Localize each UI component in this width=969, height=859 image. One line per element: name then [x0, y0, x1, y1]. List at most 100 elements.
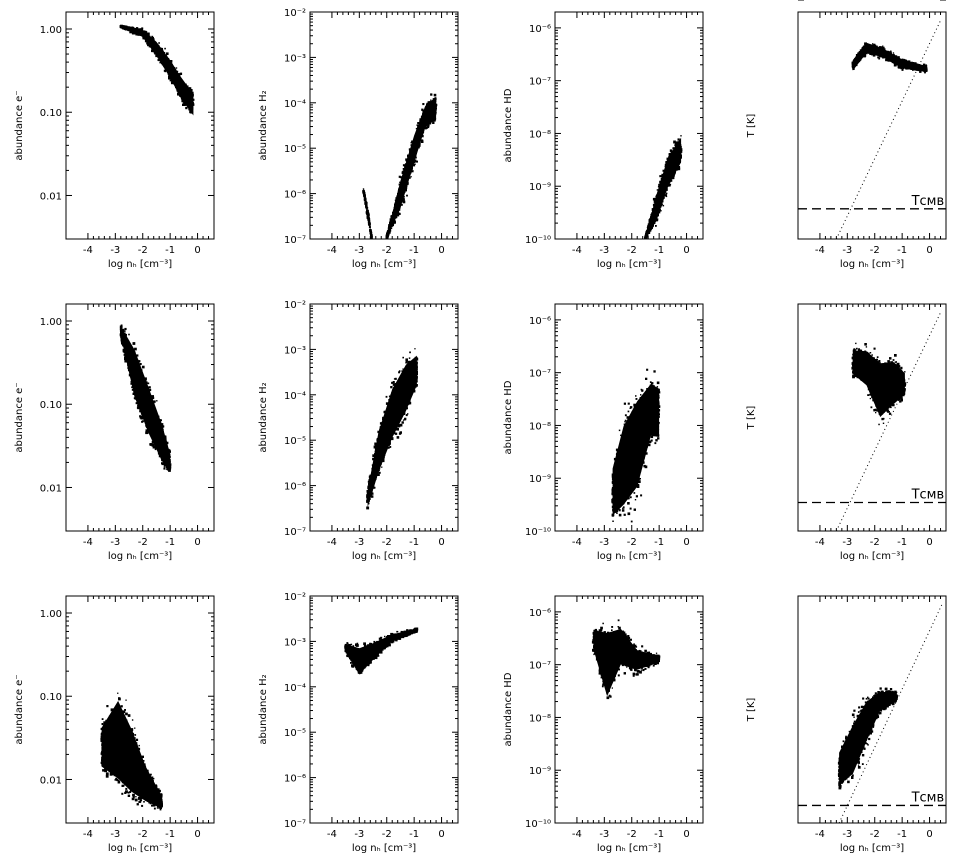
- x-tick-label: -1: [897, 245, 907, 256]
- x-axis-title: log nₕ [cm⁻³]: [597, 259, 661, 270]
- scatter-density-core: [852, 42, 927, 73]
- scatter-point: [163, 467, 166, 470]
- scatter-point: [402, 168, 405, 170]
- x-tick-label: -2: [382, 245, 392, 256]
- scatter-point: [400, 203, 403, 206]
- scatter-point: [122, 349, 126, 353]
- scatter-point: [426, 102, 428, 105]
- y-tick-label: 10⁻⁷: [529, 77, 551, 88]
- y-axis-title: T [K]: [746, 114, 757, 139]
- scatter-point: [872, 54, 876, 57]
- scatter-point: [398, 212, 401, 215]
- scatter-point: [898, 56, 900, 58]
- y-axis-title: abundance e⁻: [14, 90, 25, 160]
- scatter-point: [185, 106, 188, 110]
- scatter-point: [137, 407, 140, 410]
- scatter-point: [669, 183, 672, 186]
- y-tick-label: 10⁻⁴: [284, 99, 306, 110]
- scatter-point: [432, 121, 435, 124]
- scatter-point: [660, 210, 662, 212]
- scatter-point: [882, 45, 884, 47]
- scatter-point: [390, 227, 393, 230]
- scatter-point: [188, 87, 191, 90]
- x-tick-label: -1: [409, 245, 419, 256]
- scatter-point: [166, 441, 169, 445]
- scatter-point: [656, 189, 659, 191]
- y-tick-label: 10⁻²: [284, 8, 306, 19]
- plot-frame: [309, 11, 459, 240]
- y-tick-label: 10⁻⁶: [529, 24, 551, 35]
- scatter-point: [665, 192, 668, 195]
- scatter-point: [430, 99, 432, 101]
- scatter-point: [924, 71, 926, 74]
- y-tick-label: 10⁻⁹: [529, 182, 551, 193]
- scatter-point: [160, 419, 162, 422]
- scatter-point: [886, 59, 889, 62]
- scatter-point: [890, 50, 892, 52]
- scatter-point: [128, 26, 131, 28]
- scatter-point: [189, 110, 192, 114]
- y-tick-label: 10⁻⁵: [284, 144, 306, 155]
- scatter-point: [677, 166, 681, 169]
- scatter-point: [141, 365, 145, 369]
- x-tick-label: -4: [815, 245, 825, 256]
- scatter-point: [411, 170, 414, 173]
- scatter-point: [124, 327, 127, 331]
- scatter-point: [402, 200, 406, 204]
- scatter-point: [878, 57, 881, 60]
- scatter-point: [671, 176, 675, 180]
- scatter-point: [669, 149, 673, 152]
- scatter-point: [901, 68, 904, 71]
- scatter-point: [159, 61, 162, 64]
- scatter-point: [152, 446, 155, 449]
- scatter-point: [120, 324, 123, 327]
- scatter-point: [425, 126, 428, 129]
- scatter-point: [656, 218, 659, 221]
- x-axis-title: log nₕ [cm⁻³]: [352, 259, 416, 270]
- scatter-point: [161, 463, 164, 466]
- y-tick-label: 0.10: [40, 108, 62, 119]
- scatter-point: [659, 175, 662, 178]
- scatter-point: [138, 360, 141, 363]
- scatter-point: [151, 35, 154, 38]
- scatter-point: [420, 139, 424, 142]
- scatter-point: [893, 63, 897, 67]
- scatter-point: [156, 400, 158, 402]
- scatter-point: [421, 108, 424, 111]
- scatter-points: [851, 42, 928, 74]
- scatter-point: [144, 377, 147, 381]
- scatter-point: [168, 76, 171, 80]
- scatter-point: [132, 392, 135, 395]
- scatter-point: [422, 103, 425, 106]
- scatter-point: [650, 213, 652, 216]
- scatter-density-core: [363, 188, 372, 239]
- scatter-point: [668, 185, 671, 187]
- scatter-point: [411, 140, 413, 143]
- scatter-point: [176, 70, 179, 73]
- scatter-point: [878, 55, 881, 58]
- scatter-point: [124, 359, 128, 363]
- scatter-point: [863, 54, 867, 57]
- scatter-point: [166, 52, 169, 55]
- x-tick-label: -4: [572, 245, 582, 256]
- scatter-point: [399, 181, 401, 184]
- scatter-point: [125, 333, 127, 336]
- scatter-points: [362, 93, 438, 239]
- scatter-point: [680, 135, 682, 137]
- y-tick-label: 10⁻⁷: [284, 235, 306, 246]
- scatter-point: [919, 70, 922, 73]
- scatter-point: [165, 468, 168, 470]
- scatter-point: [415, 157, 417, 159]
- scatter-point: [410, 176, 412, 178]
- scatter-point: [670, 180, 673, 182]
- x-tick-label: -1: [165, 245, 175, 256]
- scatter-point: [664, 194, 667, 197]
- scatter-point: [393, 221, 396, 224]
- scatter-points: [644, 135, 683, 239]
- scatter-point: [655, 225, 657, 227]
- x-tick-label: 0: [438, 245, 444, 256]
- x-tick-label: -2: [627, 245, 637, 256]
- scatter-point: [410, 141, 412, 144]
- y-tick-label: 10⁻⁶: [284, 190, 306, 201]
